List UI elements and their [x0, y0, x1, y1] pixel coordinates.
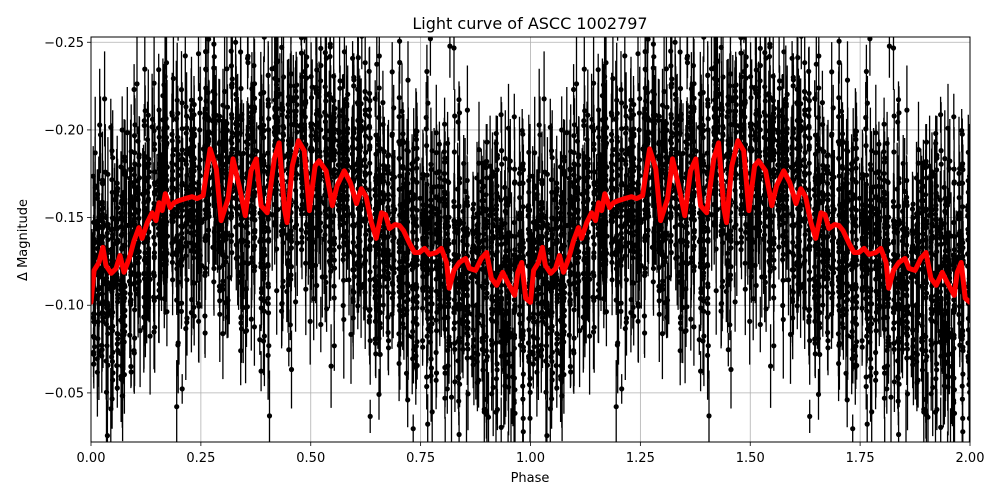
x-axis-label: Phase: [511, 471, 550, 486]
model-fit-curve: [91, 138, 970, 305]
y-axis-ticks: −0.25 −0.20 −0.15 −0.10 −0.05: [44, 36, 91, 401]
y-tick-label: −0.10: [44, 299, 84, 314]
y-tick-label: −0.25: [44, 36, 84, 51]
x-tick-label: 1.75: [846, 451, 875, 466]
x-tick-label: 0.25: [186, 451, 215, 466]
x-tick-label: 1.50: [736, 451, 765, 466]
observations-errorbars: [91, 37, 970, 442]
chart-title: Light curve of ASCC 1002797: [412, 14, 647, 33]
x-tick-label: 1.00: [516, 451, 545, 466]
x-tick-label: 0.00: [77, 451, 106, 466]
y-axis-label: Δ Magnitude: [16, 199, 31, 281]
x-tick-label: 0.50: [296, 451, 325, 466]
data-point-markers: [91, 37, 970, 439]
x-axis-ticks: 0.00 0.25 0.50 0.75 1.00 1.25 1.50 1.75 2.00: [77, 442, 985, 466]
y-tick-label: −0.20: [44, 123, 84, 138]
x-tick-label: 2.00: [956, 451, 985, 466]
x-tick-label: 1.25: [626, 451, 655, 466]
y-tick-label: −0.15: [44, 211, 84, 226]
x-tick-label: 0.75: [406, 451, 435, 466]
y-tick-label: −0.05: [44, 386, 84, 401]
model-fit-line: [91, 138, 970, 305]
